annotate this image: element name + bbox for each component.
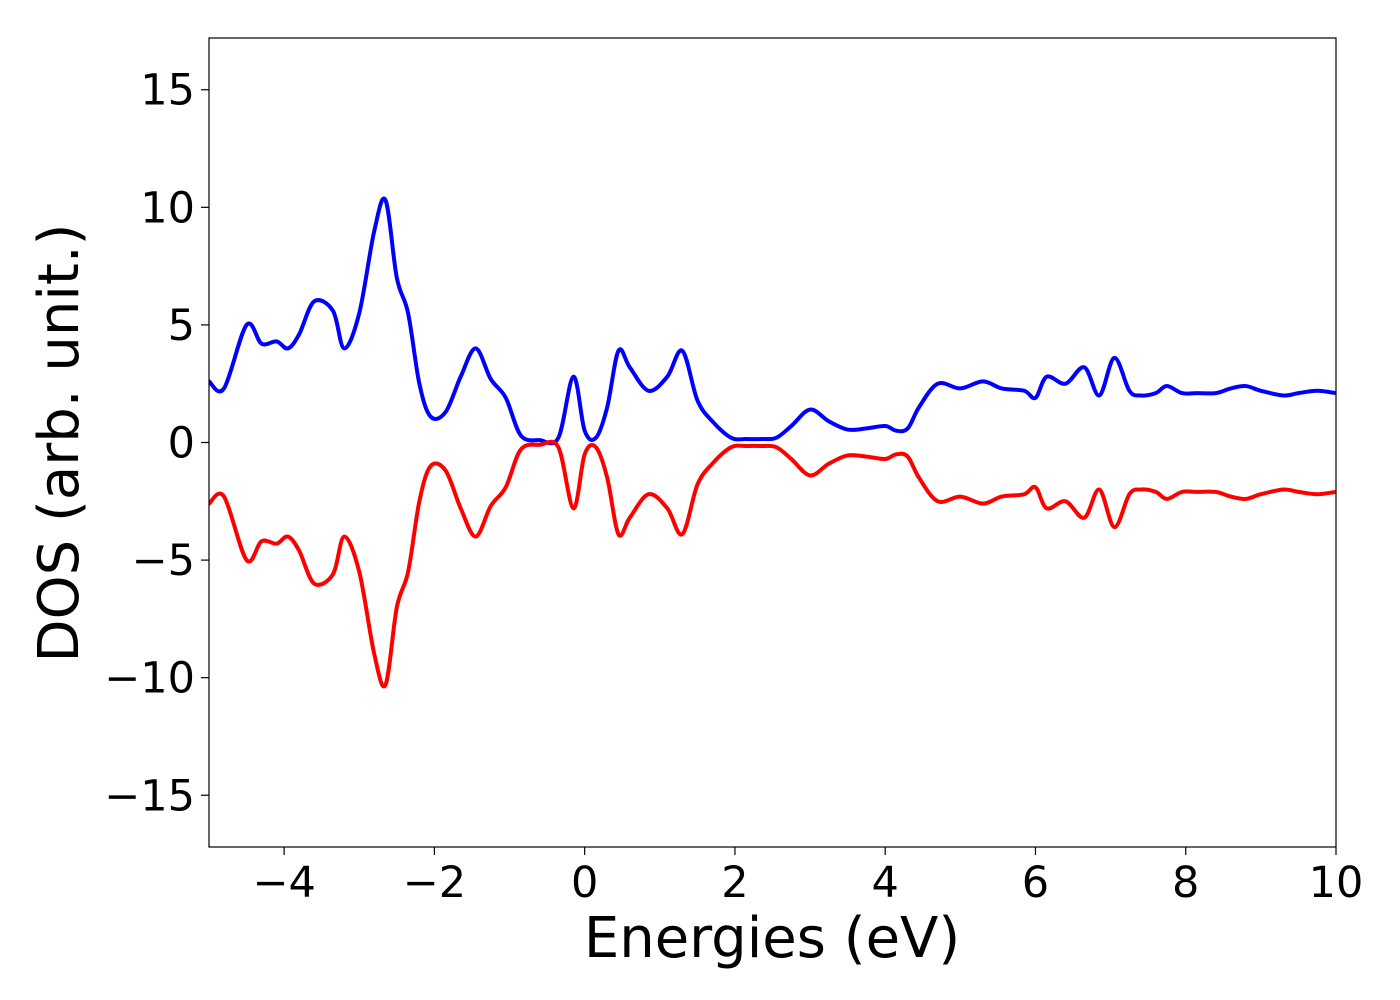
x-tick-label: 2 [721,858,748,908]
x-tick-label: 6 [1022,858,1049,908]
x-tick-label: 10 [1309,858,1364,908]
x-axis-title: Energies (eV) [584,906,960,971]
y-tick-label: −15 [104,771,195,821]
x-tick-label: 8 [1172,858,1199,908]
y-tick-label: 15 [140,66,195,116]
x-tick-label: 0 [571,858,598,908]
dos-series-line-negative [209,439,1336,689]
y-tick-label: 0 [168,419,195,469]
x-tick-label: 4 [872,858,899,908]
plot-frame [208,37,1337,848]
y-tick-label: 10 [140,183,195,233]
dos-series-line-positive [209,196,1336,446]
y-tick-label: −10 [104,654,195,704]
axes: −4 −2 0 2 4 6 8 10 15 10 5 0 −5 −10 −15 [104,37,1364,908]
x-tick-label: −2 [403,858,466,908]
x-tick-label: −4 [252,858,315,908]
plot-area [209,196,1336,689]
y-tick-label: −5 [132,536,195,586]
y-tick-label: 5 [168,301,195,351]
y-axis-title: DOS (arb. unit.) [27,223,92,662]
